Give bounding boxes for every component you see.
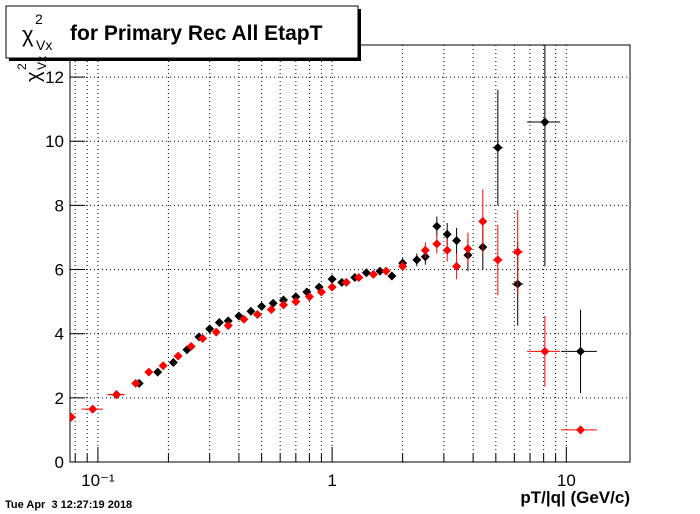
point — [186, 342, 196, 352]
point — [361, 268, 371, 278]
point — [211, 327, 221, 337]
point — [223, 316, 233, 326]
point — [278, 295, 288, 305]
y-tick-label: 12 — [45, 68, 64, 87]
title-text: for Primary Rec All EtapT — [70, 22, 323, 45]
title-sub: Vx — [36, 37, 52, 53]
point — [158, 361, 168, 371]
point — [442, 245, 452, 255]
point — [493, 143, 503, 153]
grid — [70, 45, 630, 463]
point — [214, 317, 224, 327]
point — [266, 305, 276, 315]
x-tick-label: 1 — [327, 471, 336, 490]
point — [153, 367, 163, 377]
point — [341, 277, 351, 287]
point — [463, 244, 473, 254]
point — [144, 367, 154, 377]
y-tick-label: 0 — [55, 453, 64, 472]
y-tick-label: 10 — [45, 132, 64, 151]
point — [88, 404, 98, 414]
point — [223, 321, 233, 331]
point — [291, 297, 301, 307]
point — [268, 298, 278, 308]
point — [420, 245, 430, 255]
point — [478, 216, 488, 226]
point — [198, 334, 208, 344]
point — [452, 261, 462, 271]
point — [368, 269, 378, 279]
y-label-symbol: χ — [23, 71, 45, 82]
y-label-sup: 2 — [15, 63, 29, 70]
point — [252, 309, 262, 319]
y-tick-label: 8 — [55, 196, 64, 215]
point — [304, 292, 314, 302]
point — [493, 255, 503, 265]
marks — [70, 45, 597, 435]
point — [513, 247, 523, 257]
point — [257, 301, 267, 311]
point — [327, 274, 337, 284]
point — [375, 266, 385, 276]
point — [205, 324, 215, 334]
point — [576, 346, 586, 356]
point — [291, 292, 301, 302]
point — [432, 239, 442, 249]
point — [111, 390, 121, 400]
point — [327, 282, 337, 292]
point — [168, 358, 178, 368]
point — [354, 273, 364, 283]
point — [173, 351, 183, 361]
timestamp: Tue Apr 3 12:27:19 2018 — [5, 499, 132, 511]
point — [278, 300, 288, 310]
title-sup: 2 — [35, 11, 43, 27]
ticks: 0 2 4 6 8 10 12 10⁻¹ 1 10 — [45, 68, 576, 490]
point — [540, 117, 550, 127]
point — [398, 261, 408, 271]
point — [246, 306, 256, 316]
point — [381, 266, 391, 276]
y-label: χ 2 Vx — [15, 56, 49, 82]
point — [387, 271, 397, 281]
point — [412, 255, 422, 265]
y-label-sub: Vx — [35, 56, 49, 70]
point — [131, 378, 141, 388]
point — [452, 236, 462, 246]
point — [316, 287, 326, 297]
point — [442, 229, 452, 239]
x-tick-label: 10 — [557, 471, 576, 490]
point — [239, 314, 249, 324]
title-box — [5, 5, 359, 59]
y-tick-label: 2 — [55, 389, 64, 408]
point — [70, 412, 76, 422]
y-tick-label: 4 — [55, 325, 64, 344]
x-label: pT/|q| (GeV/c) — [520, 488, 630, 507]
point — [337, 277, 347, 287]
title-symbol: χ — [22, 22, 34, 47]
point — [540, 346, 550, 356]
point — [432, 221, 442, 231]
y-tick-label: 6 — [55, 261, 64, 280]
point — [576, 425, 586, 435]
x-tick-label: 10⁻¹ — [81, 471, 115, 490]
